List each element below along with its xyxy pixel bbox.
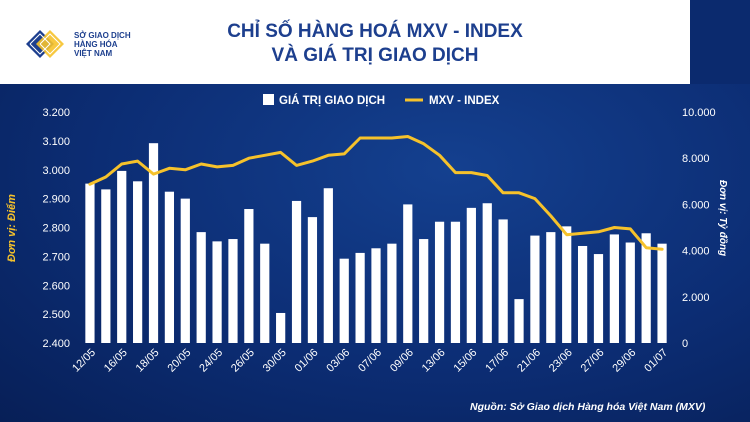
bar [625, 242, 635, 343]
right-axis-tick-label: 4.000 [682, 246, 710, 258]
bar [593, 254, 604, 343]
left-axis-tick-label: 2.500 [42, 309, 70, 321]
x-axis-tick-label: 26/05 [229, 347, 257, 375]
x-axis-tick-label: 07/06 [356, 347, 384, 375]
header-background [0, 0, 700, 84]
x-axis-tick-label: 01/07 [642, 347, 670, 375]
bar [546, 232, 556, 343]
header-stripe [690, 0, 750, 84]
bar [371, 248, 381, 343]
left-axis-tick-label: 2.800 [42, 223, 70, 235]
bar [307, 217, 318, 343]
bar [339, 258, 349, 343]
bar [514, 299, 524, 343]
bar [577, 245, 588, 343]
chart-title-line1: CHỈ SỐ HÀNG HOÁ MXV - INDEX [227, 21, 523, 42]
bar [530, 235, 540, 343]
x-axis-tick-label: 24/05 [197, 347, 225, 375]
x-axis-tick-label: 01/06 [293, 347, 321, 375]
chart-title-line2: VÀ GIÁ TRỊ GIAO DỊCH [271, 45, 479, 66]
bar [498, 219, 508, 343]
right-axis-tick-label: 6.000 [682, 199, 710, 211]
bar [117, 170, 127, 343]
x-axis-tick-label: 17/06 [483, 347, 511, 375]
x-axis-tick-label: 13/06 [420, 347, 448, 375]
left-axis-tick-label: 2.700 [42, 251, 70, 263]
x-axis-tick-label: 18/05 [134, 347, 162, 375]
bar [228, 239, 238, 343]
source-note: Nguồn: Sở Giao dịch Hàng hóa Việt Nam (M… [470, 401, 706, 413]
x-axis-tick-label: 23/06 [547, 347, 575, 375]
left-axis-tick-label: 2.900 [42, 194, 70, 206]
bar [164, 191, 175, 343]
x-axis-tick-label: 09/06 [388, 347, 416, 375]
diamond-logo-icon [26, 30, 64, 58]
bar [434, 221, 445, 343]
x-axis-tick-label: 15/06 [452, 347, 480, 375]
header: SỞ GIAO DỊCH HÀNG HÓA VIỆT NAM CHỈ SỐ HÀ… [0, 0, 750, 84]
right-axis-unit: Đơn vị: Tỷ đồng [717, 180, 728, 257]
bar [466, 207, 476, 343]
left-axis-tick-label: 2.400 [42, 338, 70, 350]
bar [196, 232, 206, 343]
bar [101, 189, 111, 343]
bar [276, 312, 286, 343]
x-axis-tick-label: 03/06 [324, 347, 352, 375]
bar [133, 181, 143, 343]
logo: SỞ GIAO DỊCH HÀNG HÓA VIỆT NAM [22, 24, 172, 64]
left-axis-tick-label: 3.100 [42, 136, 70, 148]
bar [212, 241, 222, 343]
legend-line-label: MXV - INDEX [429, 95, 500, 107]
right-axis-tick-label: 10.000 [682, 107, 716, 119]
x-axis-tick-label: 30/05 [261, 347, 289, 375]
x-axis-tick-label: 27/06 [579, 347, 607, 375]
right-axis-tick-label: 0 [682, 338, 688, 350]
bar [657, 243, 667, 343]
bar [609, 234, 619, 343]
left-axis-unit: Đơn vị: Điểm [6, 194, 18, 262]
bar [323, 188, 333, 343]
bar [355, 252, 365, 343]
bar [244, 209, 254, 343]
bar [641, 233, 651, 343]
x-axis-tick-label: 16/05 [102, 347, 130, 375]
bar [482, 203, 492, 343]
bar [387, 243, 397, 343]
bar [180, 198, 190, 343]
x-axis-tick-label: 21/06 [515, 347, 543, 375]
legend-bar-swatch [263, 94, 274, 105]
logo-text: SỞ GIAO DỊCH HÀNG HÓA VIỆT NAM [74, 30, 131, 58]
bar [450, 221, 461, 343]
bar [419, 239, 429, 343]
left-axis-tick-label: 3.000 [42, 165, 70, 177]
bar [562, 226, 572, 343]
chart-title: CHỈ SỐ HÀNG HOÁ MXV - INDEX VÀ GIÁ TRỊ G… [175, 20, 575, 68]
right-axis-tick-label: 8.000 [682, 153, 710, 165]
bar [291, 200, 302, 343]
mxv-index-line [88, 135, 664, 251]
left-axis-tick-label: 2.600 [42, 280, 70, 292]
x-axis-tick-label: 12/05 [70, 347, 98, 375]
x-axis-tick-label: 29/06 [610, 347, 638, 375]
left-axis-tick-label: 3.200 [42, 107, 70, 119]
bar [85, 183, 95, 343]
bar [260, 243, 270, 343]
x-axis-tick-label: 20/05 [165, 347, 193, 375]
chart-canvas: 2.400 2.500 2.600 2.700 2.800 2.900 3.000 3.100… [42, 94, 716, 375]
bar [148, 143, 159, 343]
right-axis-tick-label: 2.000 [682, 292, 710, 304]
legend-bar-label: GIÁ TRỊ GIAO DỊCH [279, 94, 385, 107]
bar [403, 204, 413, 343]
